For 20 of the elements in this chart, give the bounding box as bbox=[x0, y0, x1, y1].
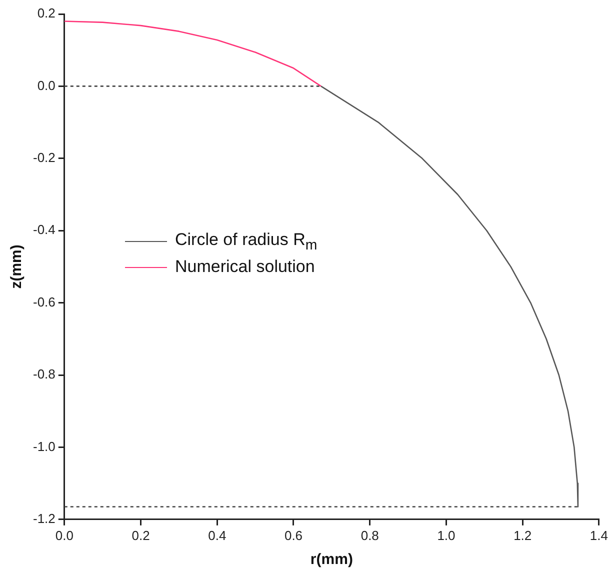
y-axis-title: z(mm) bbox=[8, 244, 26, 289]
y-tick-label: 0.0 bbox=[37, 78, 56, 93]
y-tick-label: -0.4 bbox=[32, 222, 56, 238]
y-tick-label: -1.0 bbox=[32, 438, 56, 454]
x-tick-label: 1.4 bbox=[590, 528, 608, 543]
y-tick-label: -0.2 bbox=[32, 150, 56, 165]
y-tick-label: -1.2 bbox=[32, 510, 56, 526]
x-tick-label: 1.2 bbox=[514, 528, 532, 543]
x-tick-label: 0.4 bbox=[208, 528, 226, 543]
x-tick-label: 0.8 bbox=[360, 528, 379, 543]
y-tick-label: 0.2 bbox=[37, 6, 56, 21]
y-tick-label: -0.6 bbox=[32, 294, 56, 310]
y-tick-label: -0.8 bbox=[32, 366, 56, 382]
x-tick-label: 0.2 bbox=[132, 528, 150, 543]
x-axis-title: r(mm) bbox=[310, 551, 353, 568]
x-tick-label: 1.0 bbox=[437, 528, 456, 543]
legend-label: Numerical solution bbox=[175, 257, 315, 278]
legend-label: Circle of radius R$_{m}$ bbox=[175, 230, 318, 254]
x-tick-label: 0.6 bbox=[284, 528, 303, 543]
x-tick-label: 0.0 bbox=[55, 528, 74, 543]
